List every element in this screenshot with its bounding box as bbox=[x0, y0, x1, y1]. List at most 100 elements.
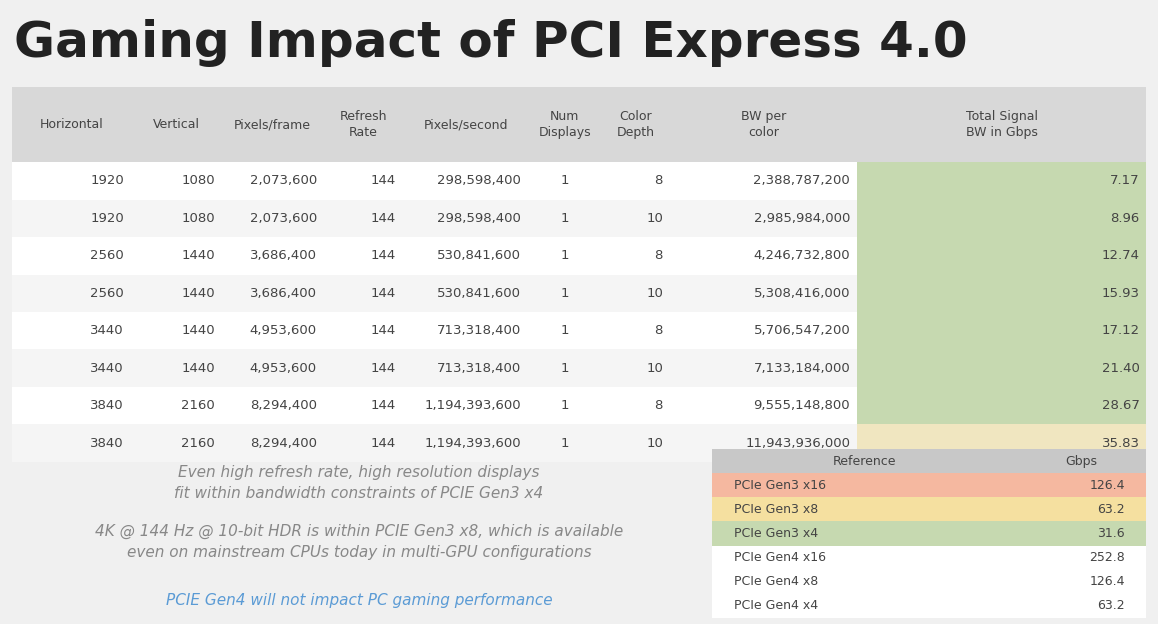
Bar bbox=[712, 570, 1146, 593]
Text: Reference: Reference bbox=[833, 455, 896, 468]
Text: 126.4: 126.4 bbox=[1090, 479, 1124, 492]
Text: 1: 1 bbox=[560, 287, 569, 300]
Text: Gbps: Gbps bbox=[1065, 455, 1098, 468]
Text: PCIE Gen4 will not impact PC gaming performance: PCIE Gen4 will not impact PC gaming perf… bbox=[166, 593, 552, 608]
Bar bbox=[712, 449, 1146, 474]
Text: 10: 10 bbox=[646, 287, 664, 300]
Text: 144: 144 bbox=[371, 362, 396, 374]
Text: 2,073,600: 2,073,600 bbox=[250, 212, 317, 225]
Text: PCIe Gen4 x16: PCIe Gen4 x16 bbox=[734, 551, 826, 564]
Text: 4,953,600: 4,953,600 bbox=[250, 324, 317, 337]
Text: 1: 1 bbox=[560, 362, 569, 374]
Text: 2,388,787,200: 2,388,787,200 bbox=[754, 175, 850, 187]
Text: 15.93: 15.93 bbox=[1101, 287, 1139, 300]
Text: 31.6: 31.6 bbox=[1097, 527, 1124, 540]
Text: 1080: 1080 bbox=[181, 175, 214, 187]
Bar bbox=[12, 349, 1146, 387]
Bar bbox=[12, 87, 1146, 162]
Text: 3840: 3840 bbox=[90, 399, 124, 412]
Text: 2160: 2160 bbox=[181, 399, 214, 412]
Text: 144: 144 bbox=[371, 324, 396, 337]
Bar bbox=[857, 424, 1146, 462]
Text: 144: 144 bbox=[371, 212, 396, 225]
Text: 2560: 2560 bbox=[90, 250, 124, 262]
Bar bbox=[857, 162, 1146, 200]
Text: 21.40: 21.40 bbox=[1101, 362, 1139, 374]
Bar bbox=[12, 275, 1146, 312]
Text: 28.67: 28.67 bbox=[1101, 399, 1139, 412]
Text: 63.2: 63.2 bbox=[1097, 599, 1124, 612]
Text: 8: 8 bbox=[654, 399, 664, 412]
Text: 11,943,936,000: 11,943,936,000 bbox=[746, 437, 850, 449]
Text: 4,953,600: 4,953,600 bbox=[250, 362, 317, 374]
Text: 1440: 1440 bbox=[181, 250, 214, 262]
Text: 1440: 1440 bbox=[181, 324, 214, 337]
Text: PCIe Gen3 x8: PCIe Gen3 x8 bbox=[734, 503, 819, 516]
Text: 1: 1 bbox=[560, 324, 569, 337]
Text: 1,194,393,600: 1,194,393,600 bbox=[425, 437, 521, 449]
Bar bbox=[857, 387, 1146, 424]
Text: 1: 1 bbox=[560, 212, 569, 225]
Text: 3840: 3840 bbox=[90, 437, 124, 449]
Text: 5,706,547,200: 5,706,547,200 bbox=[754, 324, 850, 337]
Text: 1920: 1920 bbox=[90, 175, 124, 187]
Text: Color
Depth: Color Depth bbox=[617, 110, 654, 139]
Text: 126.4: 126.4 bbox=[1090, 575, 1124, 588]
Bar bbox=[712, 474, 1146, 497]
Bar bbox=[857, 275, 1146, 312]
Text: 4K @ 144 Hz @ 10-bit HDR is within PCIE Gen3 x8, which is available
even on main: 4K @ 144 Hz @ 10-bit HDR is within PCIE … bbox=[95, 524, 623, 560]
Text: 298,598,400: 298,598,400 bbox=[438, 212, 521, 225]
Text: 35.83: 35.83 bbox=[1101, 437, 1139, 449]
Text: 252.8: 252.8 bbox=[1089, 551, 1124, 564]
Text: 10: 10 bbox=[646, 437, 664, 449]
Text: 144: 144 bbox=[371, 287, 396, 300]
Text: BW per
color: BW per color bbox=[741, 110, 786, 139]
Text: PCIe Gen3 x4: PCIe Gen3 x4 bbox=[734, 527, 818, 540]
Text: PCIe Gen4 x4: PCIe Gen4 x4 bbox=[734, 599, 818, 612]
Text: 1: 1 bbox=[560, 250, 569, 262]
Text: Gaming Impact of PCI Express 4.0: Gaming Impact of PCI Express 4.0 bbox=[14, 19, 968, 67]
Text: 8,294,400: 8,294,400 bbox=[250, 399, 317, 412]
Bar bbox=[712, 593, 1146, 618]
Text: 8: 8 bbox=[654, 175, 664, 187]
Text: Even high refresh rate, high resolution displays
fit within bandwidth constraint: Even high refresh rate, high resolution … bbox=[175, 465, 543, 501]
Text: 1440: 1440 bbox=[181, 287, 214, 300]
Bar bbox=[12, 424, 1146, 462]
Bar bbox=[12, 312, 1146, 349]
Text: 9,555,148,800: 9,555,148,800 bbox=[754, 399, 850, 412]
Text: 530,841,600: 530,841,600 bbox=[437, 287, 521, 300]
Text: Refresh
Rate: Refresh Rate bbox=[339, 110, 387, 139]
Text: Pixels/second: Pixels/second bbox=[424, 119, 507, 131]
Text: 144: 144 bbox=[371, 250, 396, 262]
Text: 144: 144 bbox=[371, 399, 396, 412]
Text: 2160: 2160 bbox=[181, 437, 214, 449]
Bar bbox=[857, 200, 1146, 237]
Text: 3440: 3440 bbox=[90, 324, 124, 337]
Text: 2,073,600: 2,073,600 bbox=[250, 175, 317, 187]
Text: 12.74: 12.74 bbox=[1101, 250, 1139, 262]
Text: 8.96: 8.96 bbox=[1111, 212, 1139, 225]
Bar bbox=[12, 387, 1146, 424]
Text: 8: 8 bbox=[654, 324, 664, 337]
Text: 1920: 1920 bbox=[90, 212, 124, 225]
Text: PCIe Gen3 x16: PCIe Gen3 x16 bbox=[734, 479, 826, 492]
Text: 713,318,400: 713,318,400 bbox=[437, 324, 521, 337]
Text: Horizontal: Horizontal bbox=[39, 119, 103, 131]
Text: 530,841,600: 530,841,600 bbox=[437, 250, 521, 262]
Bar bbox=[857, 237, 1146, 275]
Bar bbox=[712, 522, 1146, 545]
Text: 713,318,400: 713,318,400 bbox=[437, 362, 521, 374]
Bar bbox=[12, 200, 1146, 237]
Text: 144: 144 bbox=[371, 175, 396, 187]
Text: 2560: 2560 bbox=[90, 287, 124, 300]
Text: 1080: 1080 bbox=[181, 212, 214, 225]
Bar bbox=[12, 237, 1146, 275]
Text: 3,686,400: 3,686,400 bbox=[250, 287, 317, 300]
Text: 4,246,732,800: 4,246,732,800 bbox=[754, 250, 850, 262]
Text: 8,294,400: 8,294,400 bbox=[250, 437, 317, 449]
Text: 3,686,400: 3,686,400 bbox=[250, 250, 317, 262]
Text: 5,308,416,000: 5,308,416,000 bbox=[754, 287, 850, 300]
Text: 298,598,400: 298,598,400 bbox=[438, 175, 521, 187]
Text: 10: 10 bbox=[646, 212, 664, 225]
Text: 10: 10 bbox=[646, 362, 664, 374]
